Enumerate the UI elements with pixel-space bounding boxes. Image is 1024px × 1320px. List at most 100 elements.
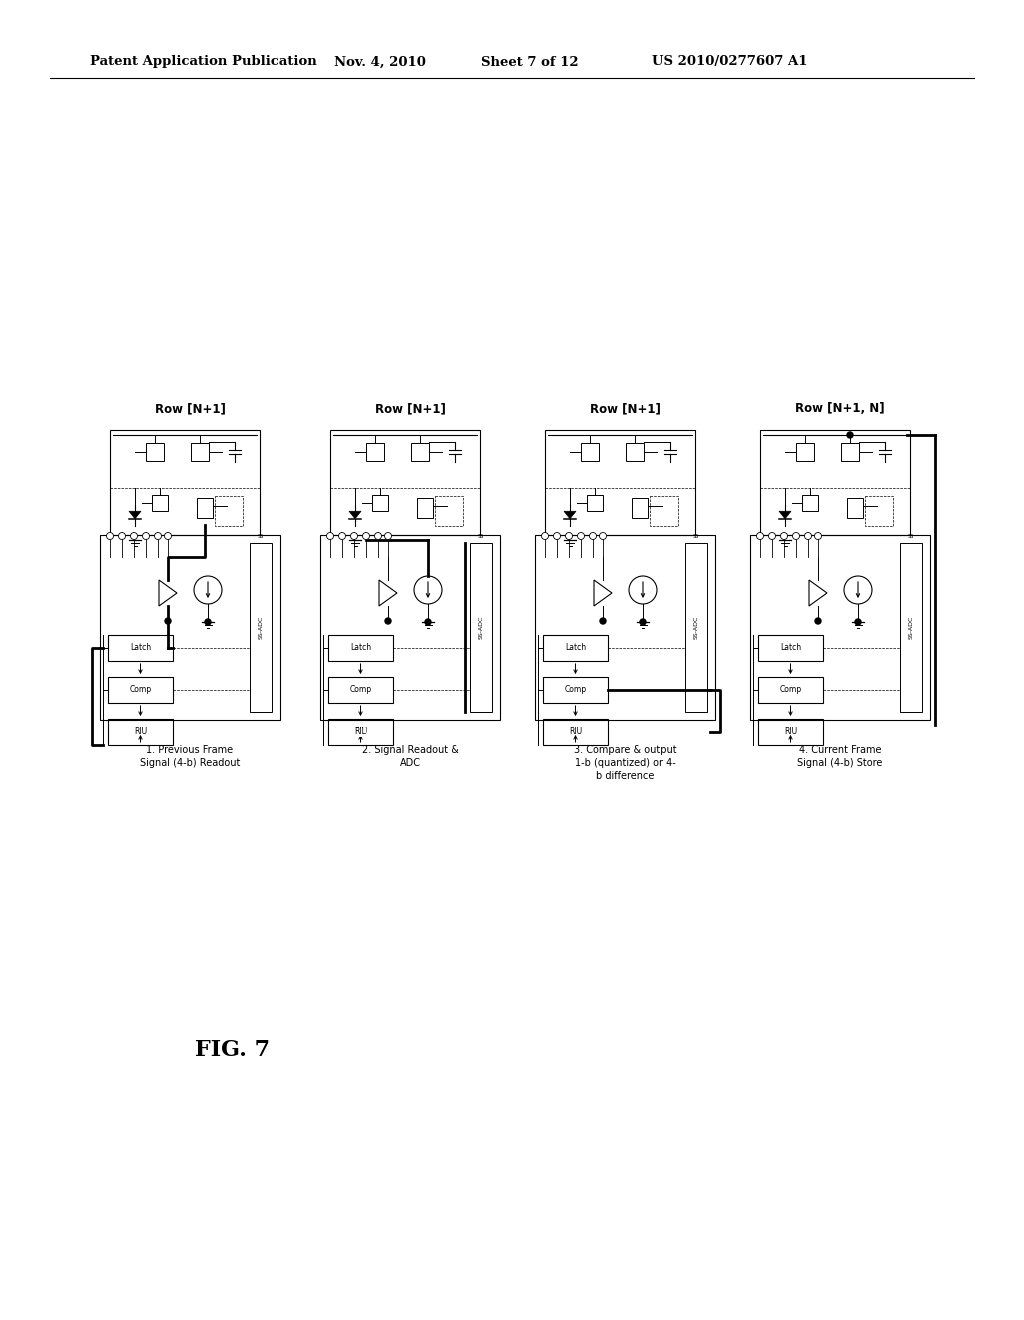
Bar [110,430,260,535]
Bar [535,535,715,719]
Text: RIU: RIU [784,727,797,737]
Text: SS: SS [258,535,264,540]
Circle shape [339,532,345,540]
Bar [366,444,384,461]
Bar [685,543,707,711]
Bar [108,635,173,661]
Text: Comp: Comp [349,685,372,694]
Polygon shape [564,511,575,519]
Text: SS-ADC: SS-ADC [908,616,913,639]
Bar [841,444,859,461]
Polygon shape [129,511,141,519]
Bar [758,719,823,744]
Text: RIL: RIL [354,727,367,737]
Circle shape [640,619,646,624]
Bar [750,535,930,719]
Circle shape [590,532,597,540]
Text: FIG. 7: FIG. 7 [195,1039,270,1061]
Circle shape [768,532,775,540]
Bar [470,543,492,711]
Bar [650,496,678,525]
Text: Sheet 7 of 12: Sheet 7 of 12 [481,55,579,69]
Text: Comp: Comp [779,685,802,694]
Text: 4. Current Frame
Signal (4-b) Store: 4. Current Frame Signal (4-b) Store [798,744,883,768]
Bar [900,543,922,711]
Bar [760,430,910,535]
Bar [328,635,393,661]
Circle shape [565,532,572,540]
Circle shape [599,532,606,540]
Bar [372,495,388,511]
Text: Row [N+1]: Row [N+1] [155,403,225,414]
Bar [581,444,599,461]
Circle shape [385,618,391,624]
Circle shape [542,532,549,540]
Bar [215,496,243,525]
Text: Row [N+1]: Row [N+1] [375,403,445,414]
Bar [108,677,173,704]
Text: 2. Signal Readout &
ADC: 2. Signal Readout & ADC [361,744,459,768]
Text: SS: SS [693,535,699,540]
Text: Row [N+1, N]: Row [N+1, N] [796,403,885,414]
Text: RIU: RIU [134,727,147,737]
Text: Comp: Comp [564,685,587,694]
Text: SS: SS [478,535,484,540]
Circle shape [578,532,585,540]
Bar [411,444,429,461]
Bar [330,430,480,535]
Text: 3. Compare & output
1-b (quantized) or 4-
b difference: 3. Compare & output 1-b (quantized) or 4… [573,744,676,781]
Circle shape [384,532,391,540]
Circle shape [793,532,800,540]
Text: RIU: RIU [569,727,582,737]
Text: Latch: Latch [350,644,371,652]
Text: 1. Previous Frame
Signal (4-b) Readout: 1. Previous Frame Signal (4-b) Readout [140,744,241,768]
Bar [758,635,823,661]
Bar [152,495,168,511]
Circle shape [106,532,114,540]
Circle shape [815,618,821,624]
Circle shape [205,619,211,624]
Circle shape [130,532,137,540]
Bar [626,444,644,461]
Bar [250,543,272,711]
Circle shape [155,532,162,540]
Bar [328,719,393,744]
Text: SS: SS [908,535,914,540]
Bar [319,535,500,719]
Circle shape [165,532,171,540]
Text: RIU: RIU [354,727,367,737]
Bar [543,635,608,661]
Bar [796,444,814,461]
Text: Comp: Comp [129,685,152,694]
Bar [543,677,608,704]
Circle shape [814,532,821,540]
Text: Patent Application Publication: Patent Application Publication [90,55,316,69]
Polygon shape [349,511,361,519]
Circle shape [142,532,150,540]
Bar [417,498,433,517]
Text: SS-ADC: SS-ADC [258,616,263,639]
Bar [865,496,893,525]
Circle shape [375,532,382,540]
Bar [543,719,608,744]
Bar [197,498,213,517]
Text: Latch: Latch [565,644,586,652]
Circle shape [855,619,861,624]
Circle shape [327,532,334,540]
Text: SS-ADC: SS-ADC [478,616,483,639]
Bar [108,719,173,744]
Bar [758,677,823,704]
Circle shape [805,532,811,540]
Text: Latch: Latch [130,644,152,652]
Bar [545,430,695,535]
Circle shape [119,532,126,540]
Bar [100,535,280,719]
Circle shape [362,532,370,540]
Circle shape [425,619,431,624]
Bar [632,498,648,517]
Polygon shape [779,511,791,519]
Circle shape [350,532,357,540]
Bar [191,444,209,461]
Bar [146,444,164,461]
Text: SS-ADC: SS-ADC [693,616,698,639]
